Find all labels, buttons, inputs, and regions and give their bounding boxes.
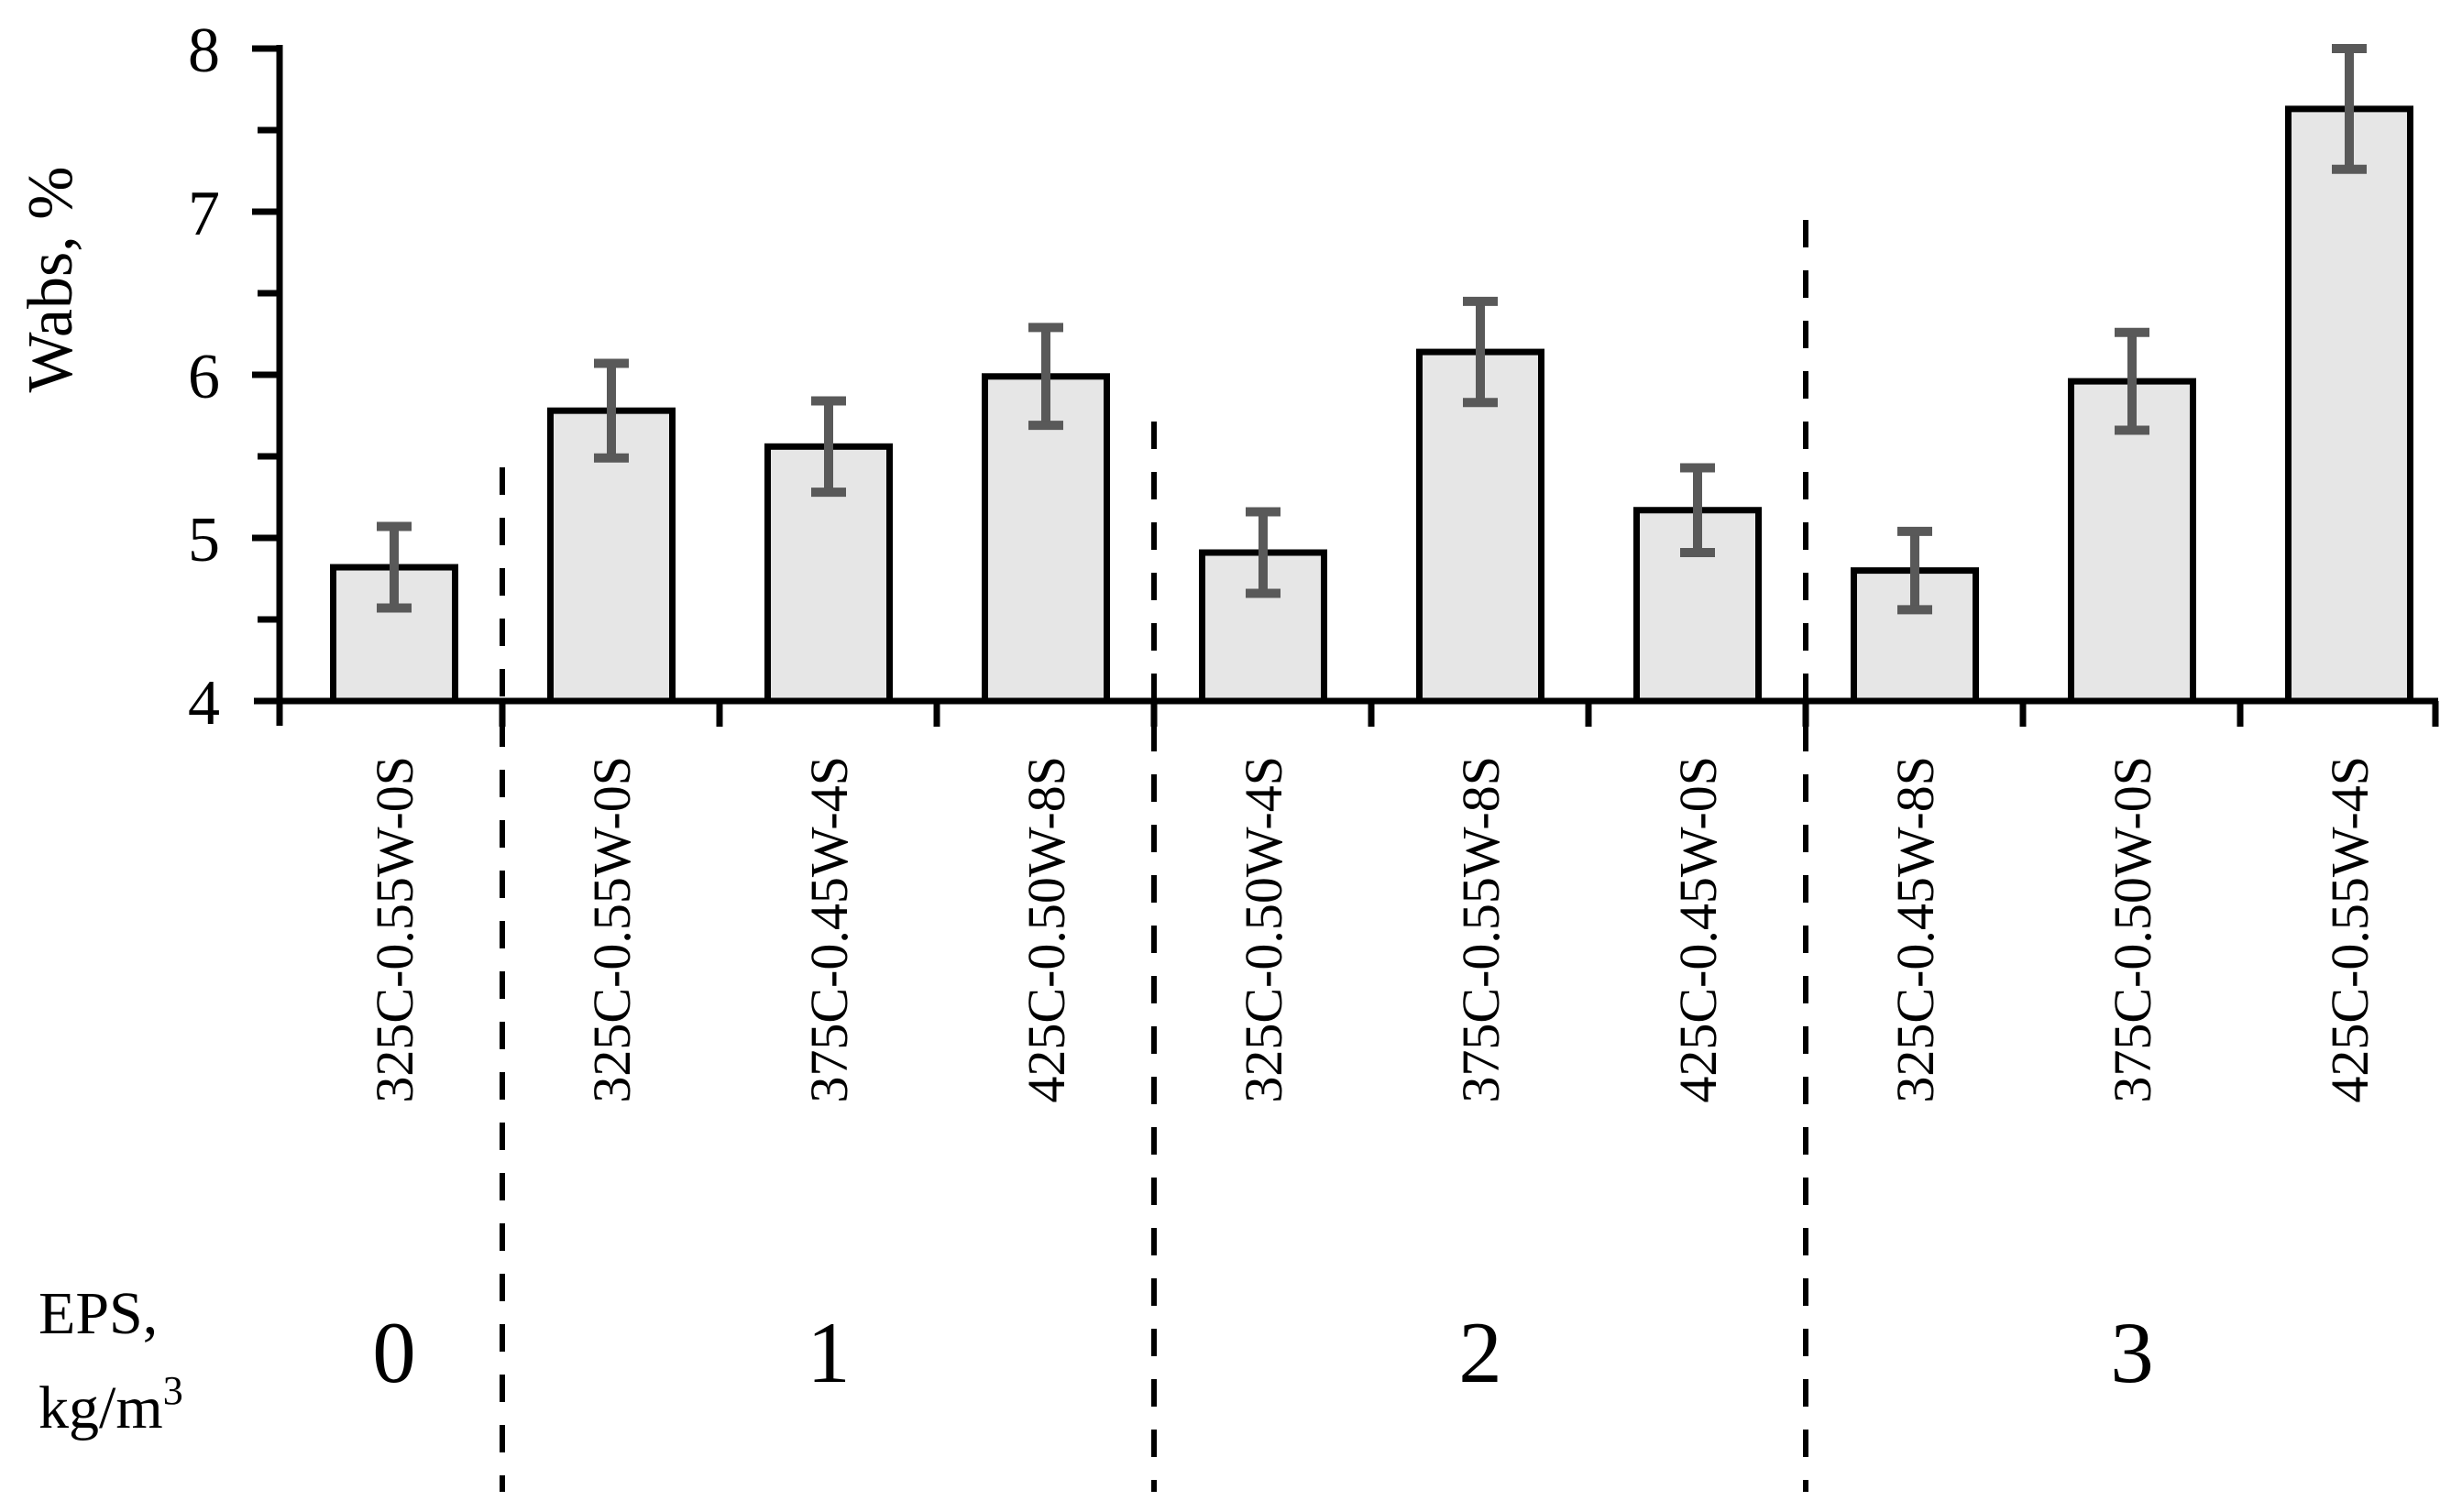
x-category-label: 375C-0.50W-0S (2103, 756, 2162, 1103)
group-number-labels: 0 1 2 3 (372, 1304, 2154, 1401)
x-category-label: 375C-0.45W-4S (799, 756, 859, 1103)
y-tick-label: 4 (188, 668, 220, 739)
y-tick-label: 7 (188, 179, 220, 249)
bar-425C-0.55W-4S (2285, 105, 2413, 705)
x-category-label: 325C-0.55W-0S (365, 756, 424, 1103)
y-axis-title: Wabs, % (16, 166, 86, 392)
eps-label-line2: kg/m3 (38, 1368, 183, 1441)
bar-375C-0.55W-8S (1416, 348, 1544, 705)
y-tick-label: 5 (188, 505, 220, 575)
x-category-label: 425C-0.55W-4S (2320, 756, 2380, 1103)
y-tick-label: 6 (188, 342, 220, 412)
y-tick-label: 8 (188, 16, 220, 86)
y-tick-labels: 8 7 6 5 4 (188, 16, 220, 739)
x-boundary-ticks (499, 701, 2439, 727)
group-axis-label: EPS, kg/m3 (38, 1280, 183, 1441)
bars-layer: 325C-0.55W-0S 325C-0.55W-0S 375C-0.45W-4S 4… (330, 44, 2413, 1103)
x-category-label: 375C-0.55W-8S (1451, 756, 1511, 1103)
bar-425C-0.50W-8S (982, 373, 1110, 705)
group-separators (500, 220, 1808, 1492)
eps-label-line1: EPS, (38, 1280, 158, 1347)
group-label-2: 2 (1458, 1304, 1502, 1401)
x-category-label: 325C-0.45W-8S (1885, 756, 1945, 1103)
y-major-ticks (252, 45, 280, 542)
group-label-1: 1 (807, 1304, 851, 1401)
group-label-3: 3 (2110, 1304, 2154, 1401)
x-category-label: 425C-0.45W-0S (1668, 756, 1728, 1103)
y-minor-ticks (258, 126, 280, 623)
group-label-0: 0 (372, 1304, 416, 1401)
x-category-label: 325C-0.50W-4S (1234, 756, 1293, 1103)
x-category-label: 325C-0.55W-0S (582, 756, 642, 1103)
x-category-label: 425C-0.50W-8S (1017, 756, 1076, 1103)
